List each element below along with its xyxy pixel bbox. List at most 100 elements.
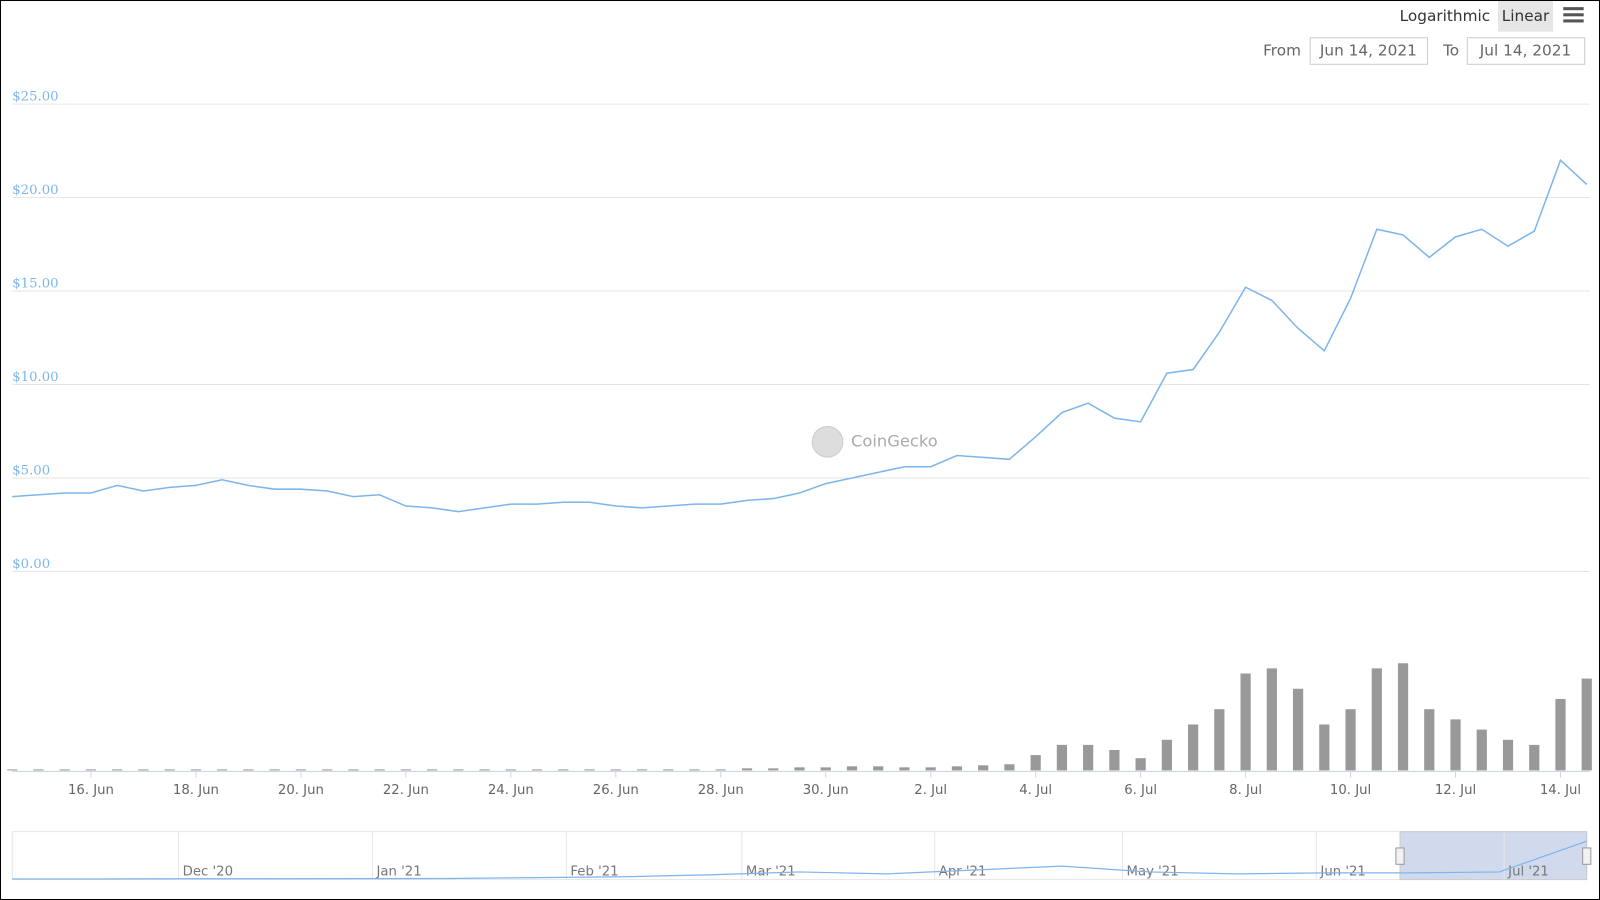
volume-bar [1135,758,1146,771]
volume-bar [1056,744,1068,771]
volume-bar [610,769,621,771]
x-tick-label: 10. Jul [1330,783,1371,798]
volume-bar [1476,729,1487,771]
volume-bar [505,769,516,771]
linear-button-bg[interactable] [1497,1,1554,32]
volume-bar [295,769,307,771]
volume-bar [269,769,280,771]
menu-icon[interactable] [1563,19,1584,23]
volume-bar [951,766,963,771]
x-tick-label: 30. Jun [803,783,849,798]
x-tick-label: 20. Jun [278,783,324,798]
navigator-handle[interactable] [1582,847,1592,865]
volume-bar [1292,688,1304,771]
volume-bar [348,769,359,771]
navigator-handle[interactable] [1395,847,1405,865]
y-tick-label: $10.00 [12,370,58,385]
from-input[interactable] [1309,37,1429,65]
x-tick-label: 14. Jul [1540,783,1581,798]
volume-bar [1319,724,1330,771]
volume-bar [1030,755,1041,771]
navigator-label: Jun '21 [1319,864,1365,879]
volume-bar [1424,709,1435,771]
x-tick-label: 18. Jun [173,783,219,798]
volume-bar [243,769,254,771]
volume-bar [400,769,411,771]
navigator-label: Jul '21 [1507,864,1549,879]
volume-bar [59,769,70,771]
volume-bar [531,769,543,771]
volume-bar [164,769,175,771]
log-button[interactable]: Logarithmic [1400,7,1491,25]
volume-bar [873,766,884,771]
volume-bar [190,769,202,771]
volume-bar [584,769,595,771]
volume-bar [1188,724,1199,771]
menu-icon[interactable] [1563,7,1584,11]
volume-bar [715,769,726,771]
menu-icon[interactable] [1563,13,1584,17]
y-tick-label: $5.00 [12,463,50,478]
volume-bar [322,769,333,771]
volume-bar [1450,719,1461,771]
volume-bar [1004,764,1015,771]
volume-bar [846,766,858,771]
volume-bar [112,769,123,771]
volume-bar [138,769,149,771]
volume-bar [978,765,989,771]
volume-bar [1397,663,1409,771]
volume-bar [663,769,674,771]
volume-bar [1240,673,1251,771]
volume-bar [558,769,569,771]
x-tick-label: 24. Jun [488,783,534,798]
watermark-logo [811,426,844,458]
x-tick-label: 16. Jun [68,783,114,798]
volume-bar [768,768,779,771]
x-tick-label: 6. Jul [1124,783,1157,798]
volume-bar [925,767,936,771]
x-tick-label: 28. Jun [698,783,744,798]
from-label: From [1263,42,1301,60]
price-line [12,158,1588,513]
navigator-label: Mar '21 [746,864,796,879]
to-label: To [1442,42,1459,60]
volume-bar [453,769,464,771]
navigator-label: Feb '21 [570,864,618,879]
volume-bar [1109,750,1120,771]
volume-bar [374,769,385,771]
y-tick-label: $25.00 [12,89,58,104]
volume-bar [479,769,490,771]
x-tick-label: 26. Jun [593,783,639,798]
volume-bar [1083,744,1094,771]
volume-bar [7,769,18,771]
to-input[interactable] [1466,37,1586,65]
volume-bar [1345,709,1356,771]
y-tick-label: $0.00 [12,557,50,572]
volume-bar [899,767,910,771]
x-tick-label: 2. Jul [914,783,947,798]
volume-bar [794,767,805,771]
volume-bar [1214,709,1225,771]
linear-button[interactable]: Linear [1502,7,1550,25]
x-tick-label: 8. Jul [1229,783,1262,798]
volume-bar [1555,698,1566,771]
volume-bar [1266,668,1277,771]
volume-bar [741,768,753,771]
volume-bar [217,769,228,771]
navigator-label: Jan '21 [376,864,422,879]
watermark: CoinGecko [851,431,938,450]
volume-bar [820,767,831,771]
volume-bar [33,769,44,771]
volume-bar [1581,678,1592,771]
navigator-label: Apr '21 [939,864,987,879]
x-tick-label: 12. Jul [1435,783,1476,798]
volume-bar [1502,739,1514,771]
volume-bar [1529,744,1540,771]
y-tick-label: $15.00 [12,276,58,291]
volume-bar [427,769,438,771]
x-tick-label: 22. Jun [383,783,429,798]
from-date: Jun 14, 2021 [1319,42,1417,60]
